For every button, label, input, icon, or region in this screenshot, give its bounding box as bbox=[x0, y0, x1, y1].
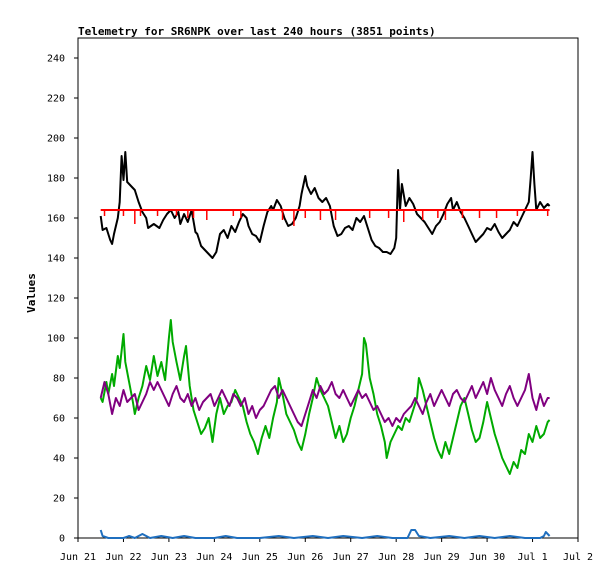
y-tick-label: 220 bbox=[47, 94, 65, 105]
y-tick-label: 20 bbox=[53, 494, 65, 505]
y-axis: 0 20 40 60 80 100 120 140 160 180 200 220 240 bbox=[47, 54, 78, 545]
x-tick-label: Jun 23 bbox=[151, 552, 187, 563]
y-tick-label: 160 bbox=[47, 214, 65, 225]
y-tick-label: 240 bbox=[47, 54, 65, 65]
x-tick-label: Jun 29 bbox=[424, 552, 460, 563]
x-tick-label: Jul 2 bbox=[563, 552, 593, 563]
x-tick-label: Jun 21 bbox=[60, 552, 96, 563]
y-axis-label: Values bbox=[25, 273, 38, 313]
x-tick-label: Jun 26 bbox=[287, 552, 323, 563]
series-layer bbox=[99, 151, 551, 539]
x-tick-label: Jun 30 bbox=[469, 552, 505, 563]
series-line-0 bbox=[99, 151, 551, 259]
y-tick-label: 60 bbox=[53, 414, 65, 425]
chart-title: Telemetry for SR6NPK over last 240 hours… bbox=[78, 25, 436, 38]
y-tick-label: 0 bbox=[59, 534, 65, 545]
y-tick-label: 140 bbox=[47, 254, 65, 265]
plot-frame bbox=[77, 37, 579, 539]
y-tick-label: 100 bbox=[47, 334, 65, 345]
y-tick-label: 180 bbox=[47, 174, 65, 185]
x-tick-label: Jun 28 bbox=[378, 552, 414, 563]
y-tick-label: 80 bbox=[53, 374, 65, 385]
x-tick-label: Jun 24 bbox=[196, 552, 232, 563]
x-tick-label: Jul 1 bbox=[517, 552, 547, 563]
y-tick-label: 200 bbox=[47, 134, 65, 145]
y-tick-label: 40 bbox=[53, 454, 65, 465]
series-line-2 bbox=[99, 319, 551, 475]
x-tick-label: Jun 22 bbox=[105, 552, 141, 563]
series-line-4 bbox=[99, 529, 551, 539]
x-tick-label: Jun 25 bbox=[242, 552, 278, 563]
x-tick-label: Jun 27 bbox=[333, 552, 369, 563]
series-line-3 bbox=[99, 373, 550, 427]
x-axis: Jun 21 Jun 22 Jun 23 Jun 24 Jun 25 Jun 26 Jun … bbox=[60, 538, 593, 563]
y-tick-label: 120 bbox=[47, 294, 65, 305]
